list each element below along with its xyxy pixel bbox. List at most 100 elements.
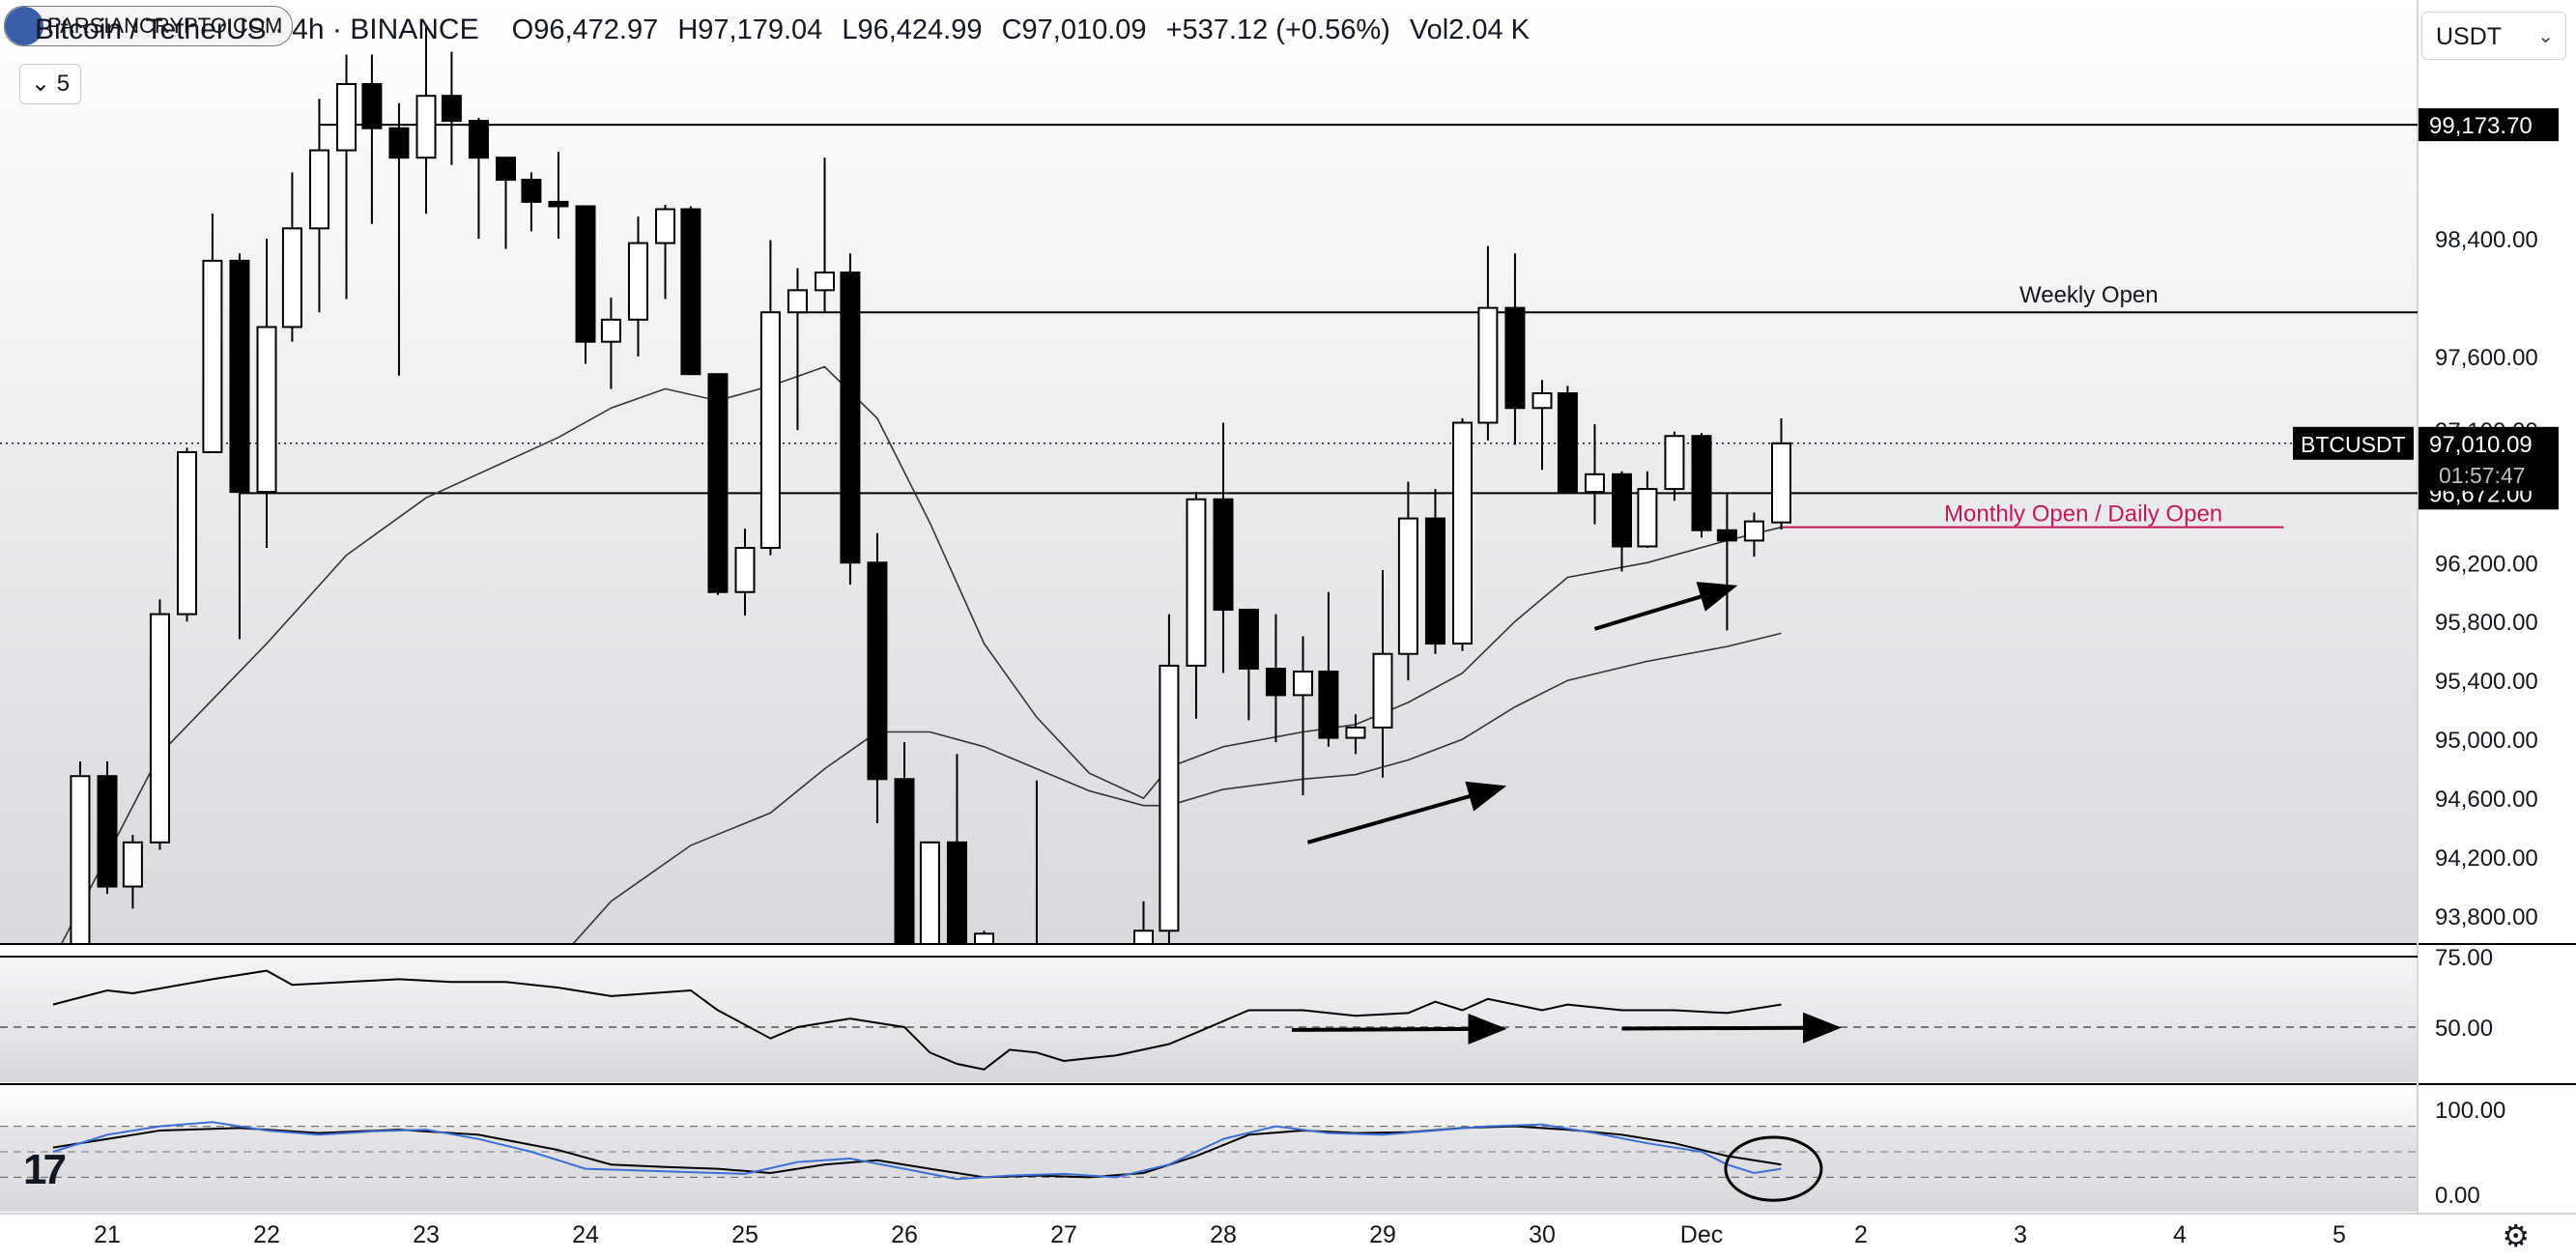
- candle[interactable]: [655, 204, 675, 300]
- stoch-rsi-pane[interactable]: 100.00 0.00: [0, 1098, 2505, 1209]
- candle-body-down: [1265, 667, 1286, 697]
- candle[interactable]: [1186, 492, 1207, 719]
- candle[interactable]: [1159, 614, 1180, 960]
- candle[interactable]: [1027, 780, 1045, 962]
- candle[interactable]: [1397, 481, 1418, 681]
- candle[interactable]: [1477, 245, 1499, 441]
- candle[interactable]: [1557, 386, 1578, 494]
- currency-selector[interactable]: USDT ⌄: [2421, 12, 2566, 60]
- candle[interactable]: [1372, 569, 1393, 778]
- candle-body-down: [496, 157, 516, 182]
- candle-body-up: [1186, 498, 1207, 667]
- watermark-badge: PARSIANCRYPTO.COM: [4, 6, 294, 46]
- candle-body-down: [361, 82, 383, 129]
- candle[interactable]: [122, 835, 143, 909]
- candle[interactable]: [1238, 609, 1259, 721]
- highlight-ellipse[interactable]: [1724, 1135, 1823, 1202]
- rsi-trend-arrow[interactable]: [1291, 1013, 1507, 1045]
- gear-icon[interactable]: ⚙: [2502, 1218, 2530, 1253]
- axes: 98,400.0097,600.0097,100.0096,200.0095,8…: [94, 108, 2559, 1248]
- moving-average-line[interactable]: [53, 365, 1782, 960]
- candle[interactable]: [1133, 901, 1154, 960]
- candle[interactable]: [734, 529, 756, 616]
- symbol-price-tag: [2293, 426, 2414, 460]
- candle[interactable]: [1452, 417, 1473, 651]
- candle[interactable]: [468, 118, 489, 239]
- candle[interactable]: [1531, 380, 1553, 471]
- price-pane[interactable]: Weekly Open Monthly Open / Daily Open: [0, 26, 2418, 962]
- time-tick-label: 25: [731, 1221, 758, 1248]
- candle-body-up: [202, 259, 223, 453]
- candle[interactable]: [707, 373, 729, 595]
- candle[interactable]: [548, 152, 569, 239]
- candle[interactable]: [1424, 489, 1445, 654]
- candle[interactable]: [1691, 433, 1712, 538]
- candle-body-up: [600, 318, 621, 343]
- candle[interactable]: [521, 172, 542, 232]
- candle[interactable]: [202, 214, 223, 453]
- weekly-open-label: Weekly Open: [2019, 282, 2159, 308]
- candle[interactable]: [496, 157, 516, 249]
- candle[interactable]: [441, 51, 462, 165]
- symbol-title[interactable]: Bitcoin / TetherUS · 4h · BINANCE: [35, 14, 479, 45]
- ohlc-values: O96,472.97 H97,179.04 L96,424.99 C97,010…: [501, 14, 1530, 45]
- candle[interactable]: [1345, 714, 1366, 755]
- candle[interactable]: [867, 532, 888, 823]
- candle[interactable]: [680, 206, 701, 376]
- candle[interactable]: [759, 240, 781, 556]
- candle-body-up: [759, 311, 781, 550]
- rsi-line[interactable]: [52, 969, 1782, 1071]
- trend-arrow[interactable]: [1306, 781, 1507, 845]
- candle[interactable]: [575, 205, 596, 364]
- candle[interactable]: [229, 253, 250, 640]
- candle[interactable]: [415, 26, 437, 215]
- candle[interactable]: [919, 841, 940, 960]
- candle[interactable]: [1771, 418, 1791, 530]
- tradingview-logo-icon[interactable]: 17: [23, 1146, 67, 1193]
- candle[interactable]: [281, 172, 302, 342]
- candle[interactable]: [815, 158, 835, 313]
- moving-average-line[interactable]: [558, 632, 1782, 959]
- candle-body-up: [655, 208, 675, 244]
- trend-arrow[interactable]: [1593, 582, 1738, 631]
- candle[interactable]: [1213, 422, 1234, 673]
- rsi-trend-arrow[interactable]: [1621, 1012, 1842, 1044]
- candle[interactable]: [97, 760, 118, 895]
- candle[interactable]: [1504, 253, 1526, 445]
- candle[interactable]: [1318, 591, 1339, 747]
- candle[interactable]: [1637, 471, 1658, 549]
- candle-body-down: [840, 272, 861, 564]
- candle[interactable]: [336, 54, 357, 300]
- candle[interactable]: [177, 447, 197, 622]
- candle[interactable]: [1612, 471, 1632, 572]
- candle[interactable]: [1664, 431, 1685, 501]
- candle[interactable]: [946, 754, 967, 959]
- candle[interactable]: [388, 102, 410, 376]
- candle[interactable]: [1293, 636, 1313, 796]
- candle[interactable]: [787, 268, 808, 431]
- candle[interactable]: [70, 760, 91, 960]
- stoch-rsi-line[interactable]: [52, 1121, 1782, 1181]
- candle-body-up: [1477, 306, 1499, 424]
- candle[interactable]: [149, 599, 170, 850]
- candle[interactable]: [1584, 424, 1605, 525]
- rsi-pane-background: [0, 947, 2418, 1082]
- candle[interactable]: [840, 253, 861, 586]
- candle[interactable]: [308, 99, 329, 313]
- candle[interactable]: [974, 931, 994, 959]
- candle[interactable]: [600, 297, 621, 389]
- candle[interactable]: [1743, 512, 1764, 558]
- rsi-pane[interactable]: 75.00 50.00: [0, 945, 2493, 1071]
- candle[interactable]: [256, 239, 277, 549]
- candle[interactable]: [361, 54, 383, 224]
- symbol-price-tag-text: BTCUSDT: [2301, 432, 2406, 457]
- interval-selector[interactable]: ⌄ 5: [19, 64, 81, 104]
- candle[interactable]: [894, 742, 915, 960]
- candle[interactable]: [627, 216, 648, 357]
- candle-body-up: [1372, 652, 1393, 729]
- chevron-down-icon: ⌄: [2537, 26, 2554, 47]
- candle-body-up: [1133, 930, 1154, 943]
- candle[interactable]: [1265, 614, 1286, 743]
- time-tick-label: 3: [2014, 1221, 2027, 1248]
